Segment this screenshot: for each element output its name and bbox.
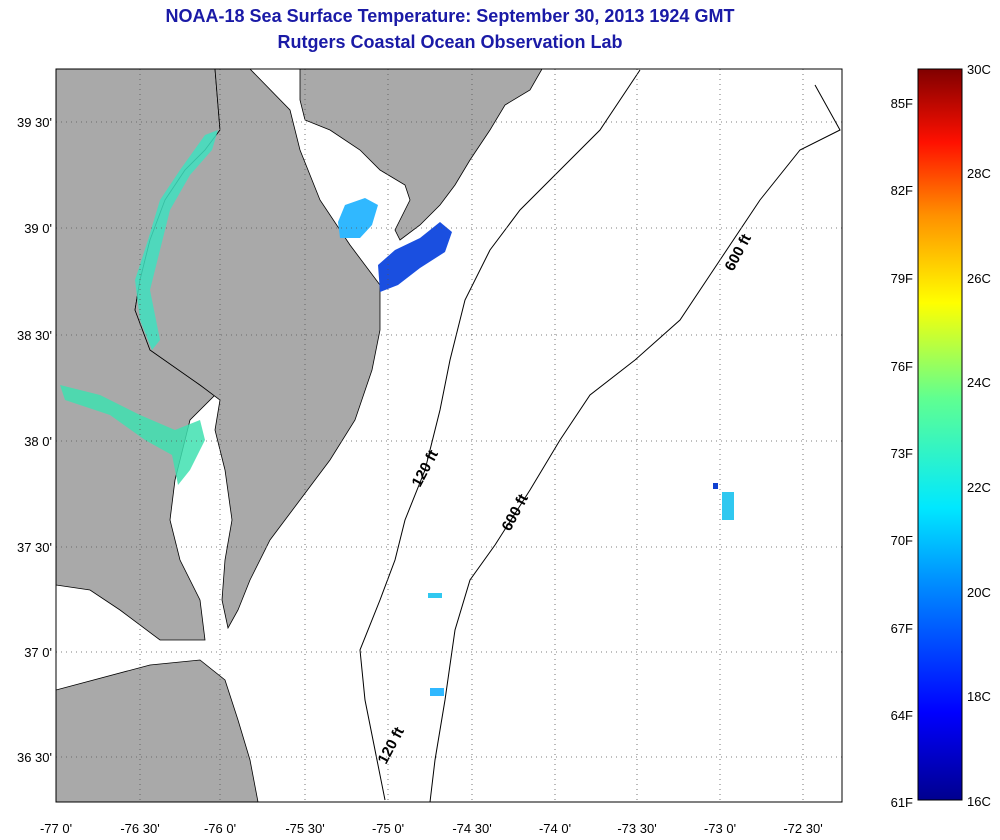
- sst-patch-offshore: [722, 492, 734, 520]
- land-southern-shore: [56, 659, 259, 802]
- map-border: [55, 68, 843, 803]
- lon-label: -74 30': [452, 821, 491, 836]
- longitude-labels: -77 0' -76 30' -76 0' -75 30' -75 0' -74…: [40, 821, 823, 836]
- sst-patch-cape-may: [378, 222, 452, 292]
- colorbar-c-label: 24C: [967, 375, 991, 390]
- colorbar-c-label: 16C: [967, 794, 991, 809]
- lon-label: -73 0': [704, 821, 736, 836]
- colorbar-f-label: 79F: [891, 271, 913, 286]
- lon-label: -76 0': [204, 821, 236, 836]
- lon-label: -76 30': [120, 821, 159, 836]
- lon-label: -75 0': [372, 821, 404, 836]
- lat-label: 36 30': [17, 750, 52, 765]
- lat-label: 37 0': [24, 645, 52, 660]
- colorbar-celsius-labels: 30C 28C 26C 24C 22C 20C 18C 16C: [967, 62, 991, 809]
- colorbar-c-label: 20C: [967, 585, 991, 600]
- sst-patch-delaware-bay: [338, 198, 378, 238]
- lon-label: -74 0': [539, 821, 571, 836]
- latitude-labels: 39 30' 39 0' 38 30' 38 0' 37 30' 37 0' 3…: [17, 115, 52, 765]
- colorbar-f-label: 70F: [891, 533, 913, 548]
- colorbar-c-label: 22C: [967, 480, 991, 495]
- colorbar-c-label: 28C: [967, 166, 991, 181]
- colorbar-f-label: 73F: [891, 446, 913, 461]
- isobath-600ft: [429, 84, 841, 802]
- land-new-jersey: [299, 69, 543, 241]
- sst-patch-shelf-2: [430, 688, 444, 696]
- colorbar-c-label: 30C: [967, 62, 991, 77]
- sst-patch-offshore-2: [713, 483, 718, 489]
- lat-label: 38 30': [17, 328, 52, 343]
- colorbar-f-label: 85F: [891, 96, 913, 111]
- colorbar: [917, 68, 963, 801]
- colorbar-f-label: 82F: [891, 183, 913, 198]
- colorbar-f-label: 67F: [891, 621, 913, 636]
- colorbar-c-label: 26C: [967, 271, 991, 286]
- title-line-2: Rutgers Coastal Ocean Observation Lab: [277, 32, 623, 52]
- lon-label: -75 30': [285, 821, 324, 836]
- colorbar-f-label: 64F: [891, 708, 913, 723]
- sst-patch-shelf: [428, 593, 442, 598]
- isobath-120ft: [359, 69, 641, 801]
- colorbar-f-label: 76F: [891, 359, 913, 374]
- colorbar-fahrenheit-labels: 85F 82F 79F 76F 73F 70F 67F 64F 61F: [891, 96, 913, 810]
- lat-label: 37 30': [17, 540, 52, 555]
- lat-label: 38 0': [24, 434, 52, 449]
- lon-label: -72 30': [783, 821, 822, 836]
- lon-label: -77 0': [40, 821, 72, 836]
- title-line-1: NOAA-18 Sea Surface Temperature: Septemb…: [165, 6, 735, 26]
- sst-patch-potomac: [60, 385, 205, 485]
- colorbar-f-label: 61F: [891, 795, 913, 810]
- lat-label: 39 0': [24, 221, 52, 236]
- lon-label: -73 30': [617, 821, 656, 836]
- graticule: [56, 69, 842, 802]
- colorbar-c-label: 18C: [967, 689, 991, 704]
- sst-patch-upper-bay: [135, 130, 218, 350]
- lat-label: 39 30': [17, 115, 52, 130]
